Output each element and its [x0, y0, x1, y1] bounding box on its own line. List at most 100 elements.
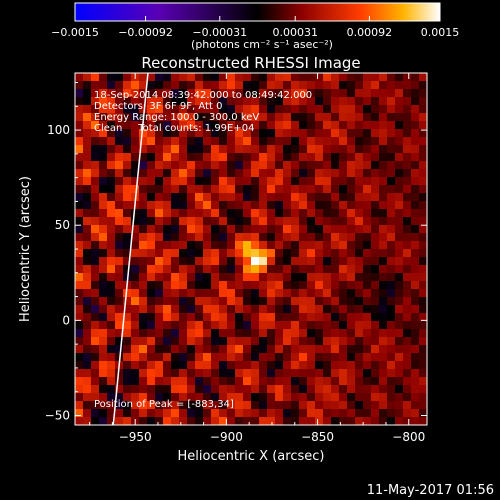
- heatmap-cell: [75, 169, 84, 178]
- heatmap-cell: [195, 401, 204, 410]
- heatmap-cell: [83, 297, 92, 306]
- heatmap-cell: [115, 137, 124, 146]
- heatmap-cell: [323, 145, 332, 154]
- heatmap-cell: [171, 353, 180, 362]
- heatmap-cell: [139, 161, 148, 170]
- heatmap-cell: [379, 305, 388, 314]
- heatmap-cell: [139, 321, 148, 330]
- heatmap-cell: [139, 345, 148, 354]
- heatmap-cell: [275, 361, 284, 370]
- heatmap-cell: [107, 145, 116, 154]
- heatmap-cell: [283, 121, 292, 130]
- heatmap-cell: [155, 81, 164, 90]
- heatmap-cell: [83, 329, 92, 338]
- heatmap-cell: [283, 97, 292, 106]
- heatmap-cell: [411, 393, 420, 402]
- heatmap-cell: [75, 313, 84, 322]
- heatmap-cell: [211, 369, 220, 378]
- heatmap-cell: [123, 353, 132, 362]
- heatmap-cell: [171, 329, 180, 338]
- heatmap-cell: [203, 217, 212, 226]
- heatmap-cell: [339, 89, 348, 98]
- heatmap-cell: [107, 369, 116, 378]
- heatmap-cell: [411, 225, 420, 234]
- heatmap-cell: [179, 201, 188, 210]
- heatmap-cell: [139, 361, 148, 370]
- heatmap-cell: [91, 281, 100, 290]
- heatmap-cell: [131, 337, 140, 346]
- heatmap-cell: [187, 305, 196, 314]
- heatmap-cell: [243, 129, 252, 138]
- heatmap-cell: [363, 193, 372, 202]
- heatmap-cell: [267, 209, 276, 218]
- heatmap-cell: [123, 73, 132, 82]
- heatmap-cell: [107, 385, 116, 394]
- heatmap-cell: [91, 353, 100, 362]
- heatmap-cell: [211, 337, 220, 346]
- heatmap-cell: [147, 121, 156, 130]
- heatmap-cell: [227, 233, 236, 242]
- heatmap-cell: [323, 377, 332, 386]
- heatmap-cell: [107, 313, 116, 322]
- heatmap-cell: [299, 201, 308, 210]
- heatmap-cell: [411, 265, 420, 274]
- heatmap-cell: [243, 281, 252, 290]
- heatmap-cell: [107, 249, 116, 258]
- heatmap-cell: [323, 169, 332, 178]
- heatmap-cell: [155, 289, 164, 298]
- heatmap-cell: [387, 241, 396, 250]
- heatmap-cell: [411, 73, 420, 82]
- heatmap-cell: [363, 321, 372, 330]
- heatmap-cell: [115, 329, 124, 338]
- heatmap-cell: [235, 145, 244, 154]
- heatmap-cell: [379, 153, 388, 162]
- heatmap-cell: [403, 281, 412, 290]
- heatmap-cell: [227, 177, 236, 186]
- heatmap-cell: [243, 249, 252, 258]
- heatmap-cell: [387, 153, 396, 162]
- heatmap-cell: [147, 169, 156, 178]
- heatmap-cell: [243, 257, 252, 266]
- heatmap-cell: [123, 249, 132, 258]
- heatmap-cell: [187, 193, 196, 202]
- heatmap-cell: [387, 401, 396, 410]
- colorbar-tick-label: 0.0015: [421, 26, 460, 39]
- heatmap-cell: [163, 305, 172, 314]
- heatmap-cell: [259, 297, 268, 306]
- heatmap-cell: [163, 353, 172, 362]
- heatmap-cell: [227, 337, 236, 346]
- colorbar-unit-label: (photons cm⁻² s⁻¹ asec⁻²): [191, 38, 333, 51]
- heatmap-cell: [171, 153, 180, 162]
- heatmap-cell: [251, 113, 260, 122]
- heatmap-cell: [99, 329, 108, 338]
- heatmap-cell: [387, 377, 396, 386]
- heatmap-cell: [171, 169, 180, 178]
- heatmap-cell: [283, 361, 292, 370]
- heatmap-cell: [83, 145, 92, 154]
- heatmap-cell: [99, 121, 108, 130]
- heatmap-cell: [163, 145, 172, 154]
- heatmap-cell: [91, 193, 100, 202]
- heatmap-cell: [411, 217, 420, 226]
- heatmap-cell: [299, 345, 308, 354]
- heatmap-cell: [99, 313, 108, 322]
- heatmap-cell: [259, 129, 268, 138]
- heatmap-cell: [371, 353, 380, 362]
- colorbar-frame: [74, 2, 441, 22]
- heatmap-cell: [171, 265, 180, 274]
- heatmap-cell: [107, 81, 116, 90]
- heatmap-cell: [91, 113, 100, 122]
- heatmap-cell: [203, 73, 212, 82]
- heatmap-cell: [219, 369, 228, 378]
- heatmap-cell: [331, 217, 340, 226]
- heatmap-cell: [155, 273, 164, 282]
- heatmap-cell: [235, 121, 244, 130]
- heatmap-cell: [259, 329, 268, 338]
- heatmap-cell: [163, 105, 172, 114]
- heatmap-cell: [379, 193, 388, 202]
- heatmap-cell: [267, 169, 276, 178]
- heatmap-cell: [243, 105, 252, 114]
- heatmap-cell: [291, 353, 300, 362]
- heatmap-cell: [195, 313, 204, 322]
- heatmap-cell: [171, 209, 180, 218]
